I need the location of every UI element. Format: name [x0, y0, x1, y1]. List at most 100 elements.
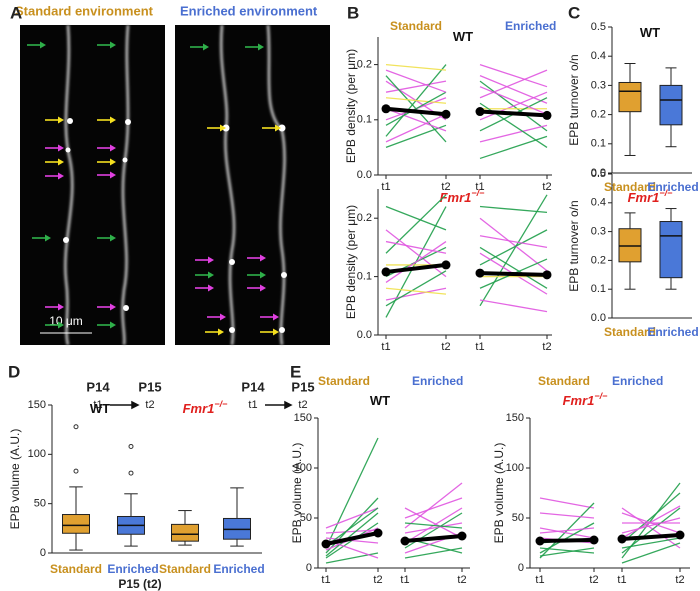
box-label: Enriched: [213, 562, 264, 576]
y-tick-label: 0: [40, 547, 46, 559]
y-tick-label: 0.4: [591, 197, 606, 209]
paired-line: [385, 69, 447, 93]
chart-title: Fmr1−/−: [628, 188, 674, 205]
outlier: [73, 424, 79, 430]
title-superscript: −/−: [471, 188, 485, 198]
paired-line: [385, 205, 447, 231]
paired-line: [479, 69, 548, 99]
paired-line: [385, 97, 447, 104]
x-tick-label: t1: [475, 341, 484, 353]
group-label: Enriched: [412, 374, 463, 388]
paired-line: [404, 507, 463, 539]
y-tick-label: 0.0: [591, 167, 606, 179]
mean-point: [373, 528, 383, 538]
x-tick-label: t2: [441, 341, 450, 353]
mean-point: [475, 107, 485, 117]
paired-line: [385, 229, 447, 278]
y-tick-label: 0.3: [591, 226, 606, 238]
paired-line: [479, 63, 548, 88]
mean-point: [589, 535, 599, 545]
timepoint-day: P15: [138, 379, 161, 394]
y-tick-label: 0.2: [357, 59, 372, 71]
x-tick-label: t1: [400, 574, 409, 586]
y-axis-label: EPB density (per μm): [344, 49, 358, 163]
y-tick-label: 0.1: [357, 271, 372, 283]
x-tick-label: t2: [441, 181, 450, 193]
y-tick-label: 50: [300, 512, 312, 524]
box-label: Standard: [159, 562, 211, 576]
x-tick-label: t2: [373, 574, 382, 586]
micrograph: [20, 25, 165, 345]
mean-point: [475, 268, 485, 278]
paired-line: [479, 75, 548, 104]
arrow-head: [110, 303, 116, 311]
arrow-head: [58, 303, 64, 311]
arrow-head: [110, 234, 116, 242]
outlier: [73, 468, 79, 474]
mean-point: [535, 536, 545, 546]
paired-line: [404, 482, 463, 529]
y-tick-label: 0.0: [357, 329, 372, 341]
paired-line: [479, 91, 548, 121]
paired-line: [325, 552, 379, 564]
y-tick-label: 150: [294, 412, 312, 424]
arrow-head: [110, 321, 116, 329]
arrow-head: [40, 41, 46, 49]
paired-line: [539, 497, 595, 509]
y-tick-label: 0.2: [591, 254, 606, 266]
chart-title: Fmr1−/−: [183, 399, 229, 416]
timepoint-day: P14: [241, 379, 265, 394]
x-tick-label: t1: [475, 181, 484, 193]
arrow-head: [260, 254, 266, 262]
chart-title: WT: [453, 29, 473, 44]
mean-point: [441, 260, 451, 270]
outlier: [128, 470, 134, 476]
paired-line: [325, 512, 379, 557]
y-tick-label: 0: [518, 562, 524, 574]
title-superscript: −/−: [214, 399, 228, 409]
arrow-head: [220, 124, 226, 132]
paired-line: [385, 113, 447, 143]
image-title: Standard environment: [15, 3, 154, 18]
x-tick-label: t2: [542, 181, 551, 193]
arrow-head: [58, 144, 64, 152]
arrow-head: [275, 124, 281, 132]
mean-point: [400, 536, 410, 546]
y-axis-label: EPB turnover o/n: [567, 54, 581, 145]
box: [171, 523, 199, 542]
box: [62, 514, 90, 534]
paired-line: [385, 108, 447, 132]
y-tick-label: 0.1: [591, 283, 606, 295]
title-text: WT: [370, 393, 390, 408]
mean-line: [404, 534, 463, 543]
arrow-head: [260, 271, 266, 279]
paired-line: [385, 287, 447, 301]
paired-line: [325, 437, 379, 549]
y-tick-label: 50: [34, 498, 46, 510]
boutons: [63, 118, 287, 333]
arrow-head: [110, 171, 116, 179]
paired-line: [404, 522, 463, 529]
mean-line: [325, 531, 379, 546]
box-label: Enriched: [107, 562, 158, 576]
paired-line: [621, 512, 681, 534]
title-text: Fmr1: [440, 190, 472, 205]
arrow-head: [258, 43, 264, 51]
paired-line: [621, 507, 681, 554]
chart-title: Fmr1−/−: [563, 391, 609, 408]
panel-label: B: [347, 3, 359, 22]
paired-line: [385, 287, 447, 295]
arrow-head: [203, 43, 209, 51]
x-tick-label: t1: [381, 181, 390, 193]
timepoint-time: t1: [93, 399, 102, 411]
paired-line: [325, 507, 379, 529]
arrow-head: [110, 158, 116, 166]
y-tick-label: 0: [306, 562, 312, 574]
mean-line: [479, 271, 548, 277]
box-label: Standard: [604, 180, 656, 194]
title-text: WT: [453, 29, 473, 44]
title-text: Fmr1: [628, 190, 660, 205]
paired-line: [539, 522, 595, 554]
mean-line: [385, 262, 447, 274]
